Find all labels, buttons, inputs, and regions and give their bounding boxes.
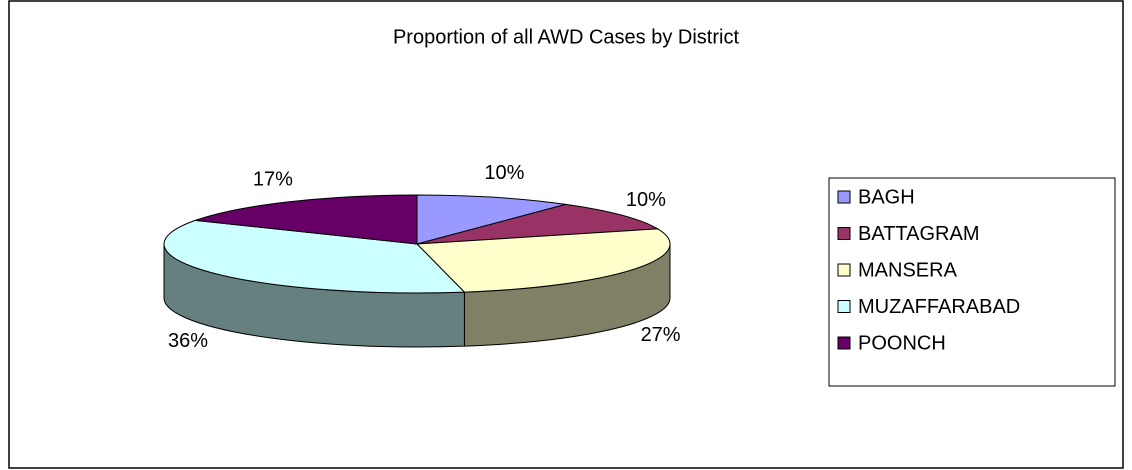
- legend-swatch: [837, 190, 851, 204]
- data-label: 10%: [484, 162, 524, 184]
- legend-swatch: [837, 263, 851, 277]
- data-label: 10%: [626, 189, 666, 211]
- legend-label: MUZAFFARABAD: [858, 296, 1020, 318]
- legend-swatch: [837, 300, 851, 313]
- chart-title: Proportion of all AWD Cases by District: [393, 26, 739, 48]
- legend-swatch: [837, 336, 851, 350]
- pie-slice: [163, 219, 466, 294]
- legend-swatch: [837, 227, 851, 240]
- legend-label: BAGH: [858, 186, 915, 208]
- pie-slice: [416, 203, 660, 245]
- legend-label: MANSERA: [858, 259, 958, 281]
- legend-label: POONCH: [858, 332, 946, 354]
- pie-slice: [416, 194, 566, 245]
- data-label: 27%: [641, 324, 681, 346]
- legend-box: [828, 177, 1116, 387]
- data-label: 36%: [168, 330, 208, 352]
- pie-slice: [195, 194, 418, 245]
- legend-label: BATTAGRAM: [858, 223, 979, 245]
- pie-slice: [415, 228, 671, 293]
- data-label: 17%: [253, 169, 293, 191]
